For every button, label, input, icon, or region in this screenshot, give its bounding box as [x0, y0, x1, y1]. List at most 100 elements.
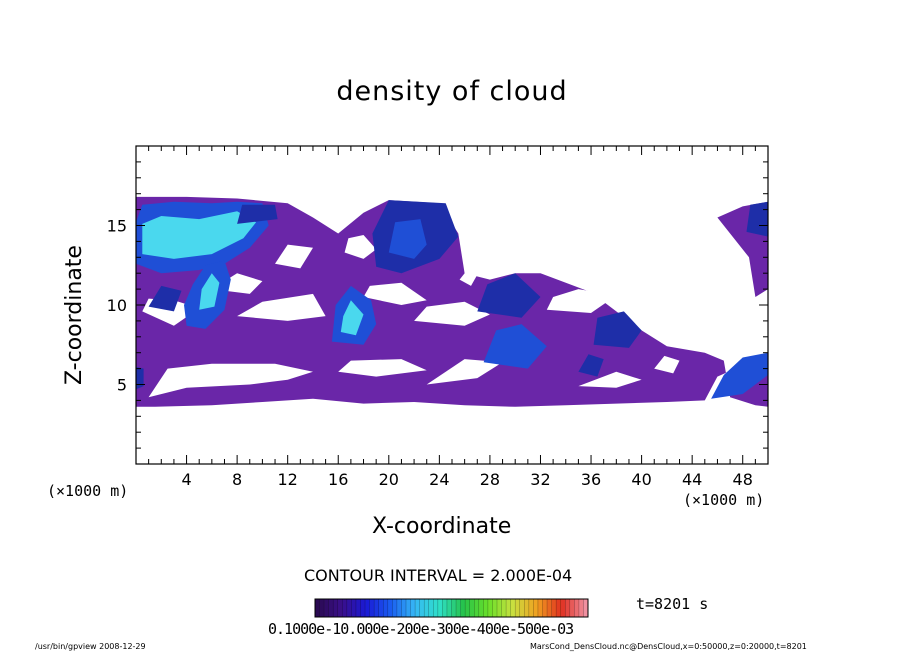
colorbar-swatch — [378, 599, 384, 617]
colorbar-swatch — [492, 599, 498, 617]
x-tick-label: 20 — [379, 470, 399, 489]
colorbar-swatch — [497, 599, 502, 617]
colorbar-swatch — [333, 599, 339, 617]
x-tick-label: 44 — [682, 470, 702, 489]
colorbar-swatch — [578, 599, 584, 617]
colorbar-swatch — [524, 599, 530, 617]
clear-gap-2 — [426, 359, 503, 385]
colorbar-swatch — [328, 599, 334, 617]
footer-source: MarsCond_DensCloud.nc@DensCloud,x=0:5000… — [530, 642, 807, 651]
colorbar-swatch — [469, 599, 475, 617]
colorbar-frame — [314, 598, 589, 618]
colorbar-swatch — [346, 599, 352, 617]
colorbar-swatch — [424, 599, 430, 617]
colorbar-swatch — [351, 599, 357, 617]
colorbar-swatch — [342, 599, 348, 617]
colorbar-swatch — [460, 599, 466, 617]
colorbar-swatch — [319, 599, 325, 617]
colorbar-swatch — [528, 599, 534, 617]
colorbar-swatch — [569, 599, 575, 617]
colorbar-swatch — [406, 599, 411, 617]
density-core-10 — [593, 311, 642, 348]
colorbar-swatch — [315, 599, 320, 617]
colorbar-swatch — [506, 599, 511, 617]
colorbar-swatch — [542, 599, 548, 617]
x-tick-label: 24 — [429, 470, 449, 489]
y-tick-label: 15 — [107, 217, 127, 236]
density-core-9 — [483, 324, 547, 369]
colorbar-swatch — [387, 599, 393, 617]
colorbar-swatch — [415, 599, 420, 617]
density-core-13 — [746, 201, 768, 237]
x-tick-label: 16 — [328, 470, 348, 489]
y-tick-label: 10 — [107, 296, 127, 315]
colorbar-swatch — [474, 599, 480, 617]
colorbar-swatch — [487, 599, 493, 617]
colorbar-swatch — [560, 599, 566, 617]
colorbar-swatch — [556, 599, 561, 617]
x-tick-label: 36 — [581, 470, 601, 489]
colorbar-swatch — [433, 599, 439, 617]
x-tick-label: 12 — [278, 470, 298, 489]
clear-gap-7 — [275, 244, 313, 269]
clear-gap-8 — [363, 282, 427, 305]
density-core-14 — [136, 367, 144, 390]
colorbar-swatch — [324, 599, 329, 617]
colorbar-swatch — [515, 599, 521, 617]
colorbar-swatch — [365, 599, 370, 617]
clear-gap-12 — [459, 270, 478, 286]
colorbar-swatch — [510, 599, 516, 617]
density-core-16 — [237, 204, 278, 224]
density-core-1 — [142, 211, 257, 259]
x-axis-label: X-coordinate — [372, 514, 512, 539]
axis-ticks — [136, 146, 768, 464]
clear-gap-1 — [338, 359, 427, 377]
contour-interval-label: CONTOUR INTERVAL = 2.000E-04 — [304, 566, 573, 585]
density-core-12 — [711, 352, 768, 399]
colorbar-swatch — [428, 599, 434, 617]
density-core-8 — [477, 273, 541, 318]
colorbar-swatch — [392, 599, 398, 617]
density-core-3 — [199, 273, 220, 310]
colorbar-swatch — [369, 599, 375, 617]
colorbar-swatch — [583, 599, 589, 617]
colorbar-swatch — [574, 599, 580, 617]
colorbar-swatch — [360, 599, 366, 617]
clear-gap-5 — [237, 293, 326, 321]
x-tick-label: 8 — [232, 470, 242, 489]
colorbar — [314, 598, 589, 618]
colorbar-swatch — [446, 599, 452, 617]
colorbar-swatch — [396, 599, 402, 617]
colorbar-swatch — [451, 599, 457, 617]
colorbar-swatch — [478, 599, 484, 617]
clear-gap-0 — [148, 363, 313, 398]
colorbar-swatch — [410, 599, 416, 617]
colorbar-swatch — [533, 599, 539, 617]
x-tick-label: 4 — [181, 470, 191, 489]
colorbar-swatch — [337, 599, 343, 617]
colorbar-swatch — [442, 599, 448, 617]
colorbar-swatch — [456, 599, 461, 617]
colorbar-swatch — [355, 599, 361, 617]
colorbar-swatch — [465, 599, 470, 617]
colorbar-swatch — [519, 599, 525, 617]
colorbar-swatch — [537, 599, 543, 617]
x-tick-label: 32 — [530, 470, 550, 489]
colorbar-swatch — [551, 599, 557, 617]
x-tick-label: 40 — [631, 470, 651, 489]
density-core-11 — [578, 354, 604, 377]
y-axis-label: Z-coordinate — [62, 245, 87, 385]
plot-area — [136, 196, 768, 407]
colorbar-swatch — [565, 599, 571, 617]
colorbar-tick-labels: 0.1000e-10.000e-200e-300e-400e-500e-03 — [268, 620, 574, 638]
x-unit-label-left: (×1000 m) — [47, 482, 129, 500]
colorbar-swatch — [383, 599, 389, 617]
colorbar-swatch — [501, 599, 507, 617]
colorbar-swatch — [419, 599, 425, 617]
x-tick-label: 28 — [480, 470, 500, 489]
time-label: t=8201 s — [636, 595, 709, 613]
colorbar-swatch — [374, 599, 379, 617]
colorbar-swatch — [401, 599, 407, 617]
